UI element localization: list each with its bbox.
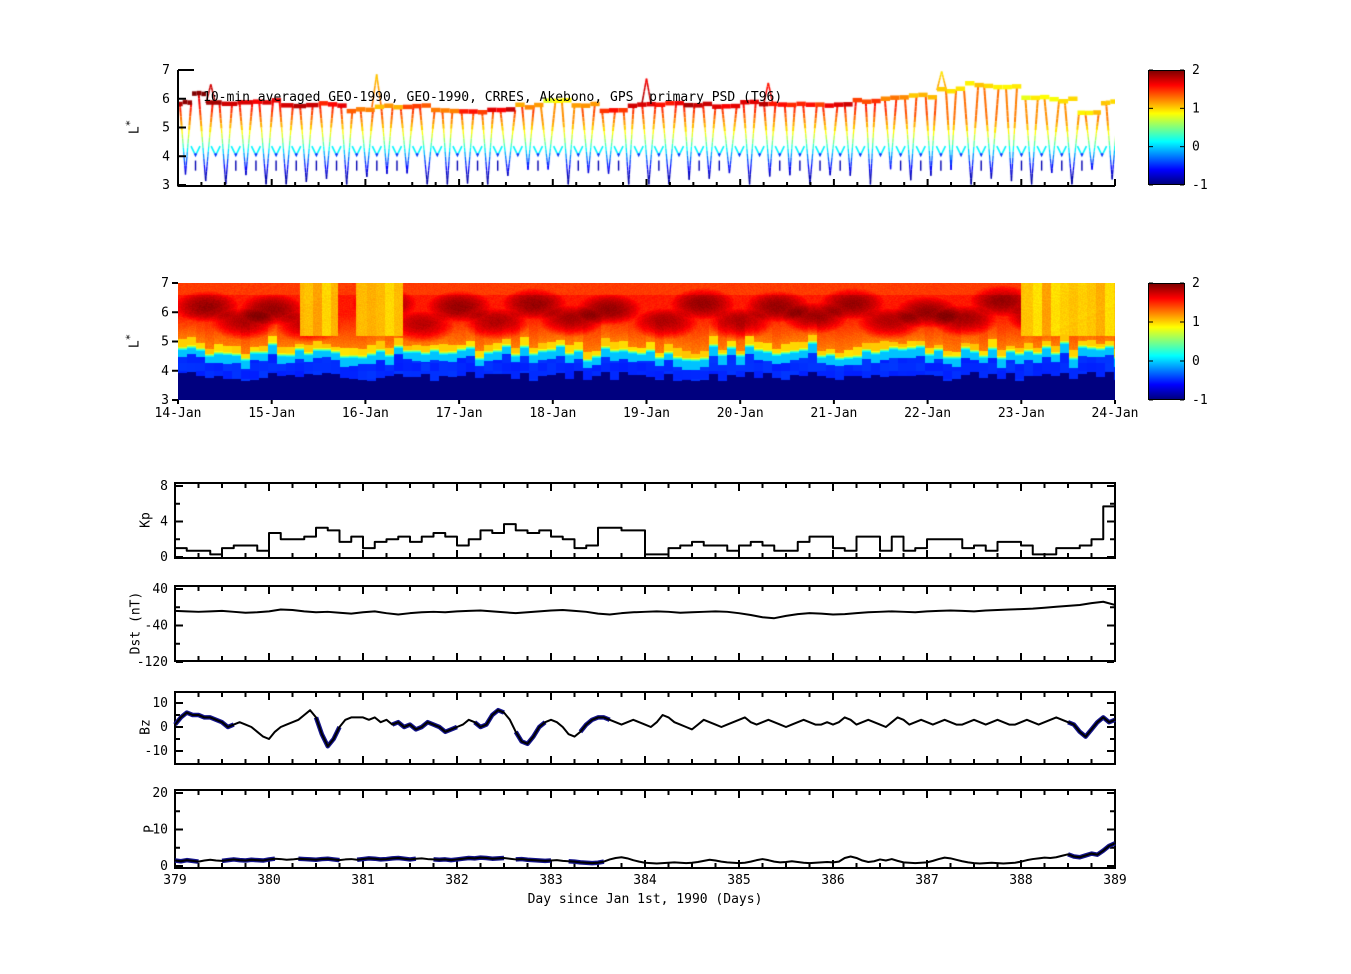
bz-ytick-label: 10: [152, 696, 168, 711]
dst-ytick-label: -120: [137, 655, 168, 670]
day-tick-label: 389: [1103, 873, 1126, 888]
colorbar-tick-label: -1: [1192, 178, 1208, 193]
day-tick-label: 385: [727, 873, 750, 888]
date-tick-label: 19-Jan: [623, 406, 670, 421]
bz-ytick-label: 0: [160, 720, 168, 735]
kp-ytick-label: 8: [160, 479, 168, 494]
p2-ytick-label: 5: [161, 335, 169, 350]
date-tick-label: 20-Jan: [717, 406, 764, 421]
day-tick-label: 386: [821, 873, 844, 888]
date-tick-label: 14-Jan: [155, 406, 202, 421]
p1-ytick-label: 7: [162, 63, 170, 78]
p2-ytick-label: 7: [161, 276, 169, 291]
day-tick-label: 384: [633, 873, 657, 888]
p2-ytick-label: 3: [161, 393, 169, 408]
dst-panel-border: [174, 585, 1116, 662]
dst-ytick-label: 40: [152, 582, 168, 597]
date-tick-label: 21-Jan: [810, 406, 857, 421]
p1-ytick-label: 3: [162, 178, 170, 193]
bz-panel-border: [174, 691, 1116, 765]
bz-line: [174, 709, 1116, 748]
colorbar-bottom: [1148, 283, 1185, 400]
p-highlight-line: [1067, 841, 1116, 860]
p2-ytick-label: 4: [161, 364, 169, 379]
colorbar-tick-label: 0: [1192, 354, 1200, 369]
colorbar-tick-label: 1: [1192, 315, 1200, 330]
date-tick-label: 22-Jan: [904, 406, 951, 421]
p1-ytick-label: 6: [162, 92, 170, 107]
p2-ytick-label: 6: [161, 305, 169, 320]
date-tick-label: 17-Jan: [436, 406, 483, 421]
day-tick-label: 388: [1009, 873, 1032, 888]
psd-heatmap-plot: [178, 283, 1115, 400]
date-tick-label: 18-Jan: [529, 406, 576, 421]
plot-title: 10-min averaged GEO-1990, GEO-1990, CRRE…: [203, 90, 783, 105]
psd-trajectories-plot: [178, 70, 1115, 187]
date-tick-label: 23-Jan: [998, 406, 1045, 421]
p-line: [174, 842, 1116, 865]
kp-ytick-label: 4: [160, 515, 168, 530]
date-tick-label: 24-Jan: [1092, 406, 1139, 421]
day-tick-label: 381: [351, 873, 374, 888]
kp-ytick-label: 0: [160, 550, 168, 565]
p-ytick-label: 0: [160, 859, 168, 874]
p1-ytick-label: 4: [162, 149, 170, 164]
bz-ytick-label: -10: [145, 744, 168, 759]
colorbar-top: [1148, 70, 1185, 185]
colorbar-tick-label: 2: [1192, 63, 1200, 78]
xaxis-label: Day since Jan 1st, 1990 (Days): [527, 892, 763, 907]
p-ytick-label: 20: [152, 786, 168, 801]
dst-line: [174, 600, 1116, 620]
colorbar-tick-label: -1: [1192, 393, 1208, 408]
day-tick-label: 387: [915, 873, 938, 888]
colorbar-tick-label: 2: [1192, 276, 1200, 291]
day-tick-label: 383: [539, 873, 562, 888]
day-tick-label: 380: [257, 873, 280, 888]
bz-highlight-line: [313, 716, 342, 749]
date-tick-label: 15-Jan: [248, 406, 295, 421]
day-tick-label: 382: [445, 873, 468, 888]
dst-ytick-label: -40: [145, 619, 168, 634]
p1-ytick-label: 5: [162, 121, 170, 136]
date-tick-label: 16-Jan: [342, 406, 389, 421]
day-tick-label: 379: [163, 873, 186, 888]
p-panel-border: [174, 789, 1116, 869]
p-ytick-label: 10: [152, 823, 168, 838]
colorbar-tick-label: 0: [1192, 140, 1200, 155]
colorbar-tick-label: 1: [1192, 101, 1200, 116]
kp-line: [175, 505, 1115, 556]
kp-panel-border: [174, 482, 1116, 559]
